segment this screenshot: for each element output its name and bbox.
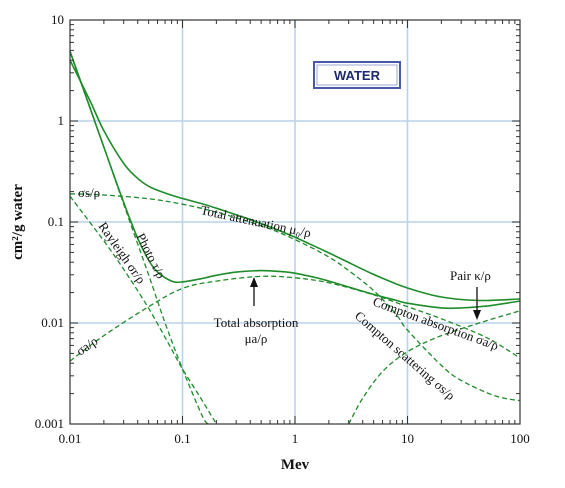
series-line-total_attenuation — [69, 59, 521, 302]
x-tick-label: 1 — [292, 431, 299, 446]
y-tick-label: 0.01 — [41, 315, 64, 330]
y-tick-label: 0.1 — [48, 214, 64, 229]
total-absorption-arrow-head — [250, 277, 258, 287]
series-line-rayleigh — [69, 195, 217, 425]
pair-arrow-head — [473, 310, 481, 320]
grid — [70, 20, 520, 424]
series-line-total_absorption — [69, 51, 521, 310]
x-tick-label: 0.1 — [174, 431, 190, 446]
water-badge-text: WATER — [334, 68, 381, 83]
series-group — [69, 51, 521, 425]
pair-label: Pair κ/ρ — [450, 268, 491, 283]
series-line-pair — [348, 310, 521, 425]
series-line-photo — [69, 51, 209, 425]
water-badge — [313, 61, 401, 89]
x-tick-label: 0.01 — [59, 431, 82, 446]
y-tick-label: 1 — [58, 113, 65, 128]
y-axis-title: cm²/g water — [10, 184, 26, 260]
series-line-compton_scattering — [69, 193, 521, 402]
water-badge-inner — [316, 64, 398, 86]
sigma-s-label: σs/ρ — [78, 185, 100, 200]
total-absorption-symbol: μa/ρ — [245, 331, 268, 346]
y-tick-label: 0.001 — [35, 416, 64, 431]
y-tick-label: 10 — [51, 12, 64, 27]
total-absorption-label: Total absorption — [214, 315, 299, 330]
series-line-compton_absorption — [69, 275, 521, 362]
x-tick-label: 100 — [510, 431, 530, 446]
x-axis-title: Mev — [281, 457, 310, 473]
x-tick-label: 10 — [401, 431, 414, 446]
